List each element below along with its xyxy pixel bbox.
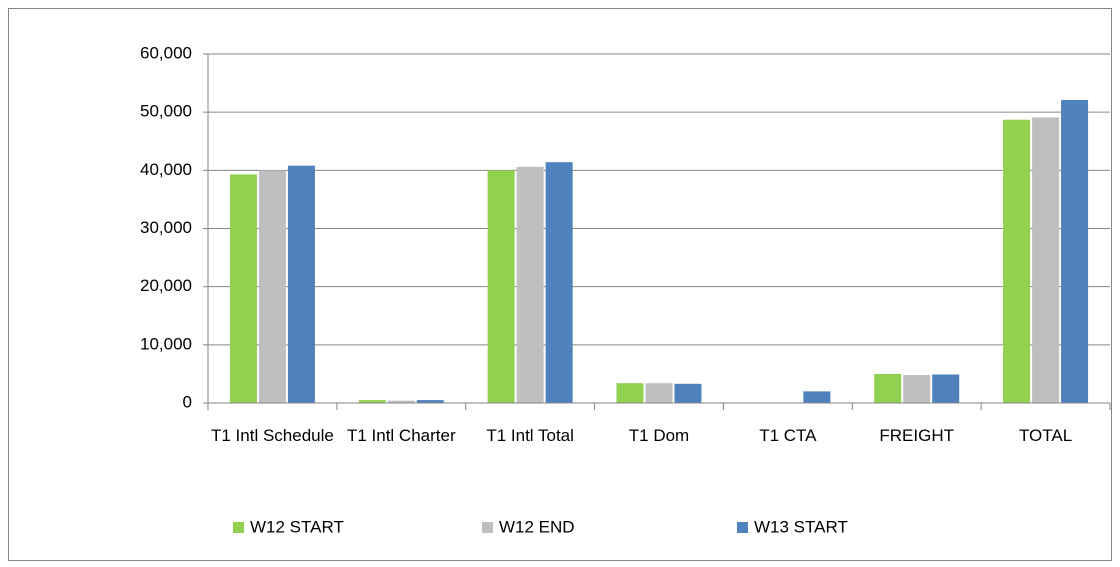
y-tick-label: 60,000 bbox=[140, 43, 192, 62]
bar bbox=[1032, 117, 1060, 403]
x-tick-label: TOTAL bbox=[1018, 426, 1073, 445]
y-tick-label: 40,000 bbox=[140, 160, 192, 179]
y-tick-label: 50,000 bbox=[140, 102, 192, 121]
x-tick-label: T1 CTA bbox=[759, 426, 817, 445]
bar bbox=[545, 162, 573, 403]
bar bbox=[903, 375, 931, 403]
legend-swatch bbox=[737, 522, 748, 533]
bar bbox=[387, 400, 415, 403]
legend-label: W12 END bbox=[499, 517, 575, 536]
legend-label: W13 START bbox=[754, 517, 848, 536]
bar bbox=[616, 383, 644, 403]
bar bbox=[874, 373, 902, 403]
bar bbox=[229, 174, 257, 403]
bar bbox=[287, 165, 315, 403]
bar bbox=[516, 166, 544, 403]
bar bbox=[358, 400, 386, 403]
y-tick-label: 10,000 bbox=[140, 334, 192, 353]
bar bbox=[674, 383, 702, 403]
y-tick-label: 30,000 bbox=[140, 218, 192, 237]
bar bbox=[803, 391, 831, 403]
bar bbox=[487, 170, 515, 403]
bar bbox=[645, 383, 673, 403]
bar bbox=[1061, 99, 1089, 404]
x-tick-label: FREIGHT bbox=[879, 426, 954, 445]
x-tick-label: T1 Intl Total bbox=[486, 426, 574, 445]
legend-swatch bbox=[482, 522, 493, 533]
bar bbox=[1003, 119, 1031, 403]
bar bbox=[416, 400, 444, 403]
y-tick-label: 20,000 bbox=[140, 276, 192, 295]
x-tick-label: T1 Intl Schedule bbox=[210, 426, 334, 445]
legend-swatch bbox=[233, 522, 244, 533]
y-tick-label: 0 bbox=[183, 392, 192, 411]
legend-label: W12 START bbox=[250, 517, 344, 536]
x-tick-label: T1 Intl Charter bbox=[346, 426, 456, 445]
bar bbox=[258, 170, 286, 403]
x-tick-label: T1 Dom bbox=[628, 426, 690, 445]
bar bbox=[932, 374, 960, 403]
